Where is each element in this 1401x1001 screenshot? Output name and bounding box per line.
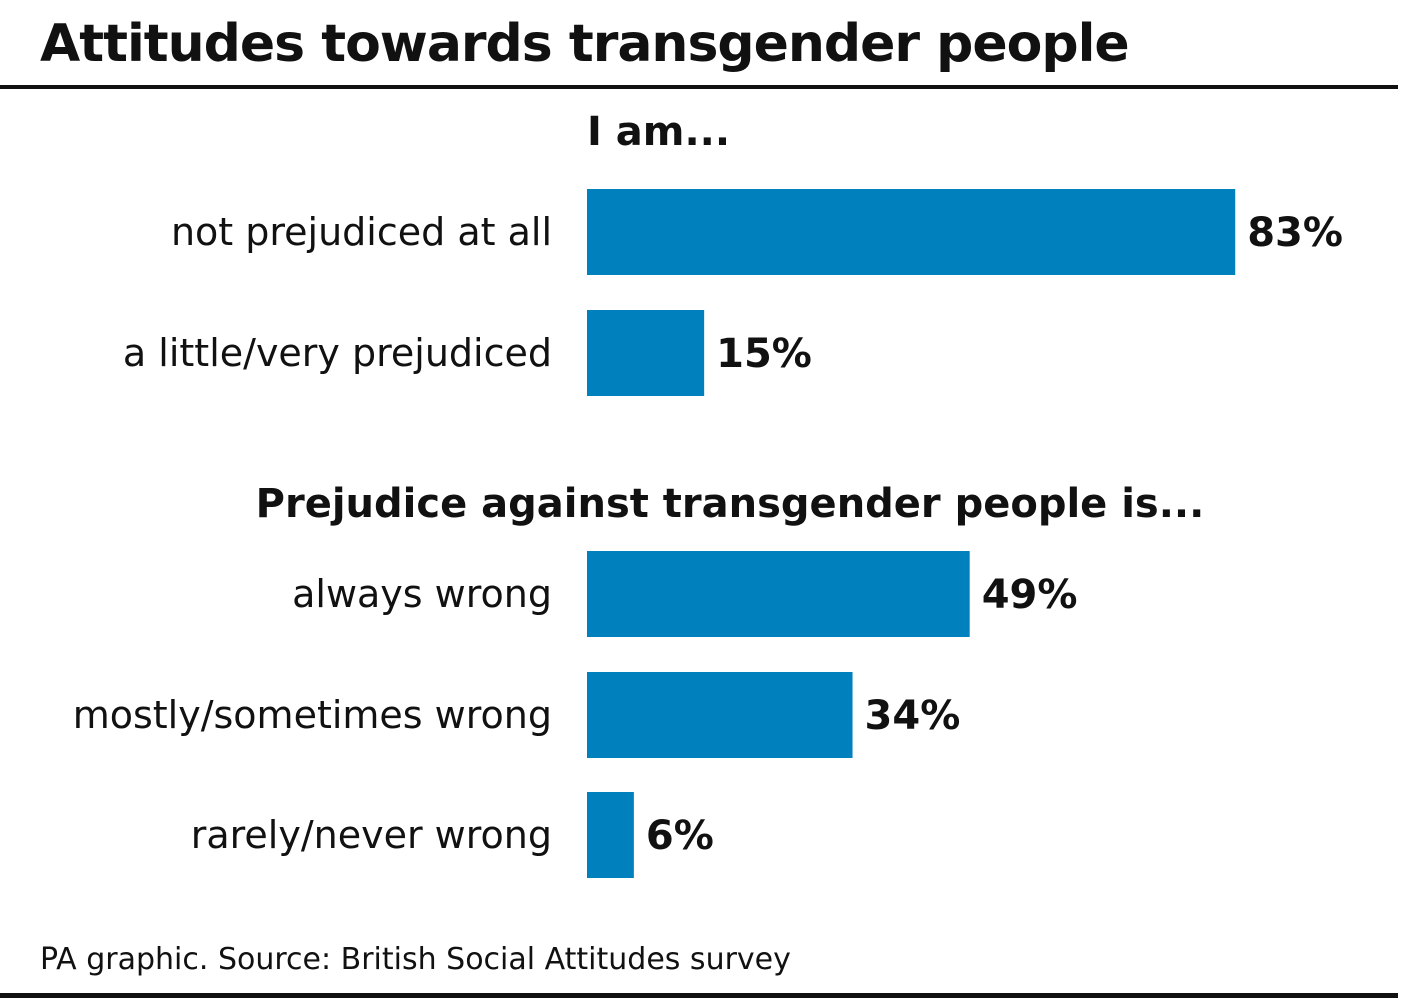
value-label-1-0: 49% — [982, 572, 1078, 618]
bar-1-2 — [587, 792, 634, 878]
category-label-0-1: a little/very prejudiced — [123, 331, 552, 375]
category-label-0-0: not prejudiced at all — [171, 210, 552, 254]
bottom-divider — [0, 993, 1398, 998]
category-label-1-0: always wrong — [292, 572, 552, 616]
group-title-0: I am... — [587, 109, 730, 155]
title-divider — [0, 85, 1398, 89]
bar-0-1 — [587, 310, 705, 396]
bar-1-1 — [587, 672, 853, 758]
value-label-0-0: 83% — [1247, 210, 1343, 256]
bar-1-0 — [587, 551, 970, 637]
group-title-1: Prejudice against transgender people is.… — [256, 481, 1205, 527]
category-label-1-1: mostly/sometimes wrong — [73, 693, 552, 737]
chart-title: Attitudes towards transgender people — [40, 14, 1130, 74]
value-label-1-2: 6% — [646, 813, 714, 859]
category-label-1-2: rarely/never wrong — [191, 813, 552, 857]
value-label-1-1: 34% — [865, 693, 961, 739]
source-note: PA graphic. Source: British Social Attit… — [40, 942, 791, 977]
bar-0-0 — [587, 189, 1236, 275]
value-label-0-1: 15% — [716, 331, 812, 377]
